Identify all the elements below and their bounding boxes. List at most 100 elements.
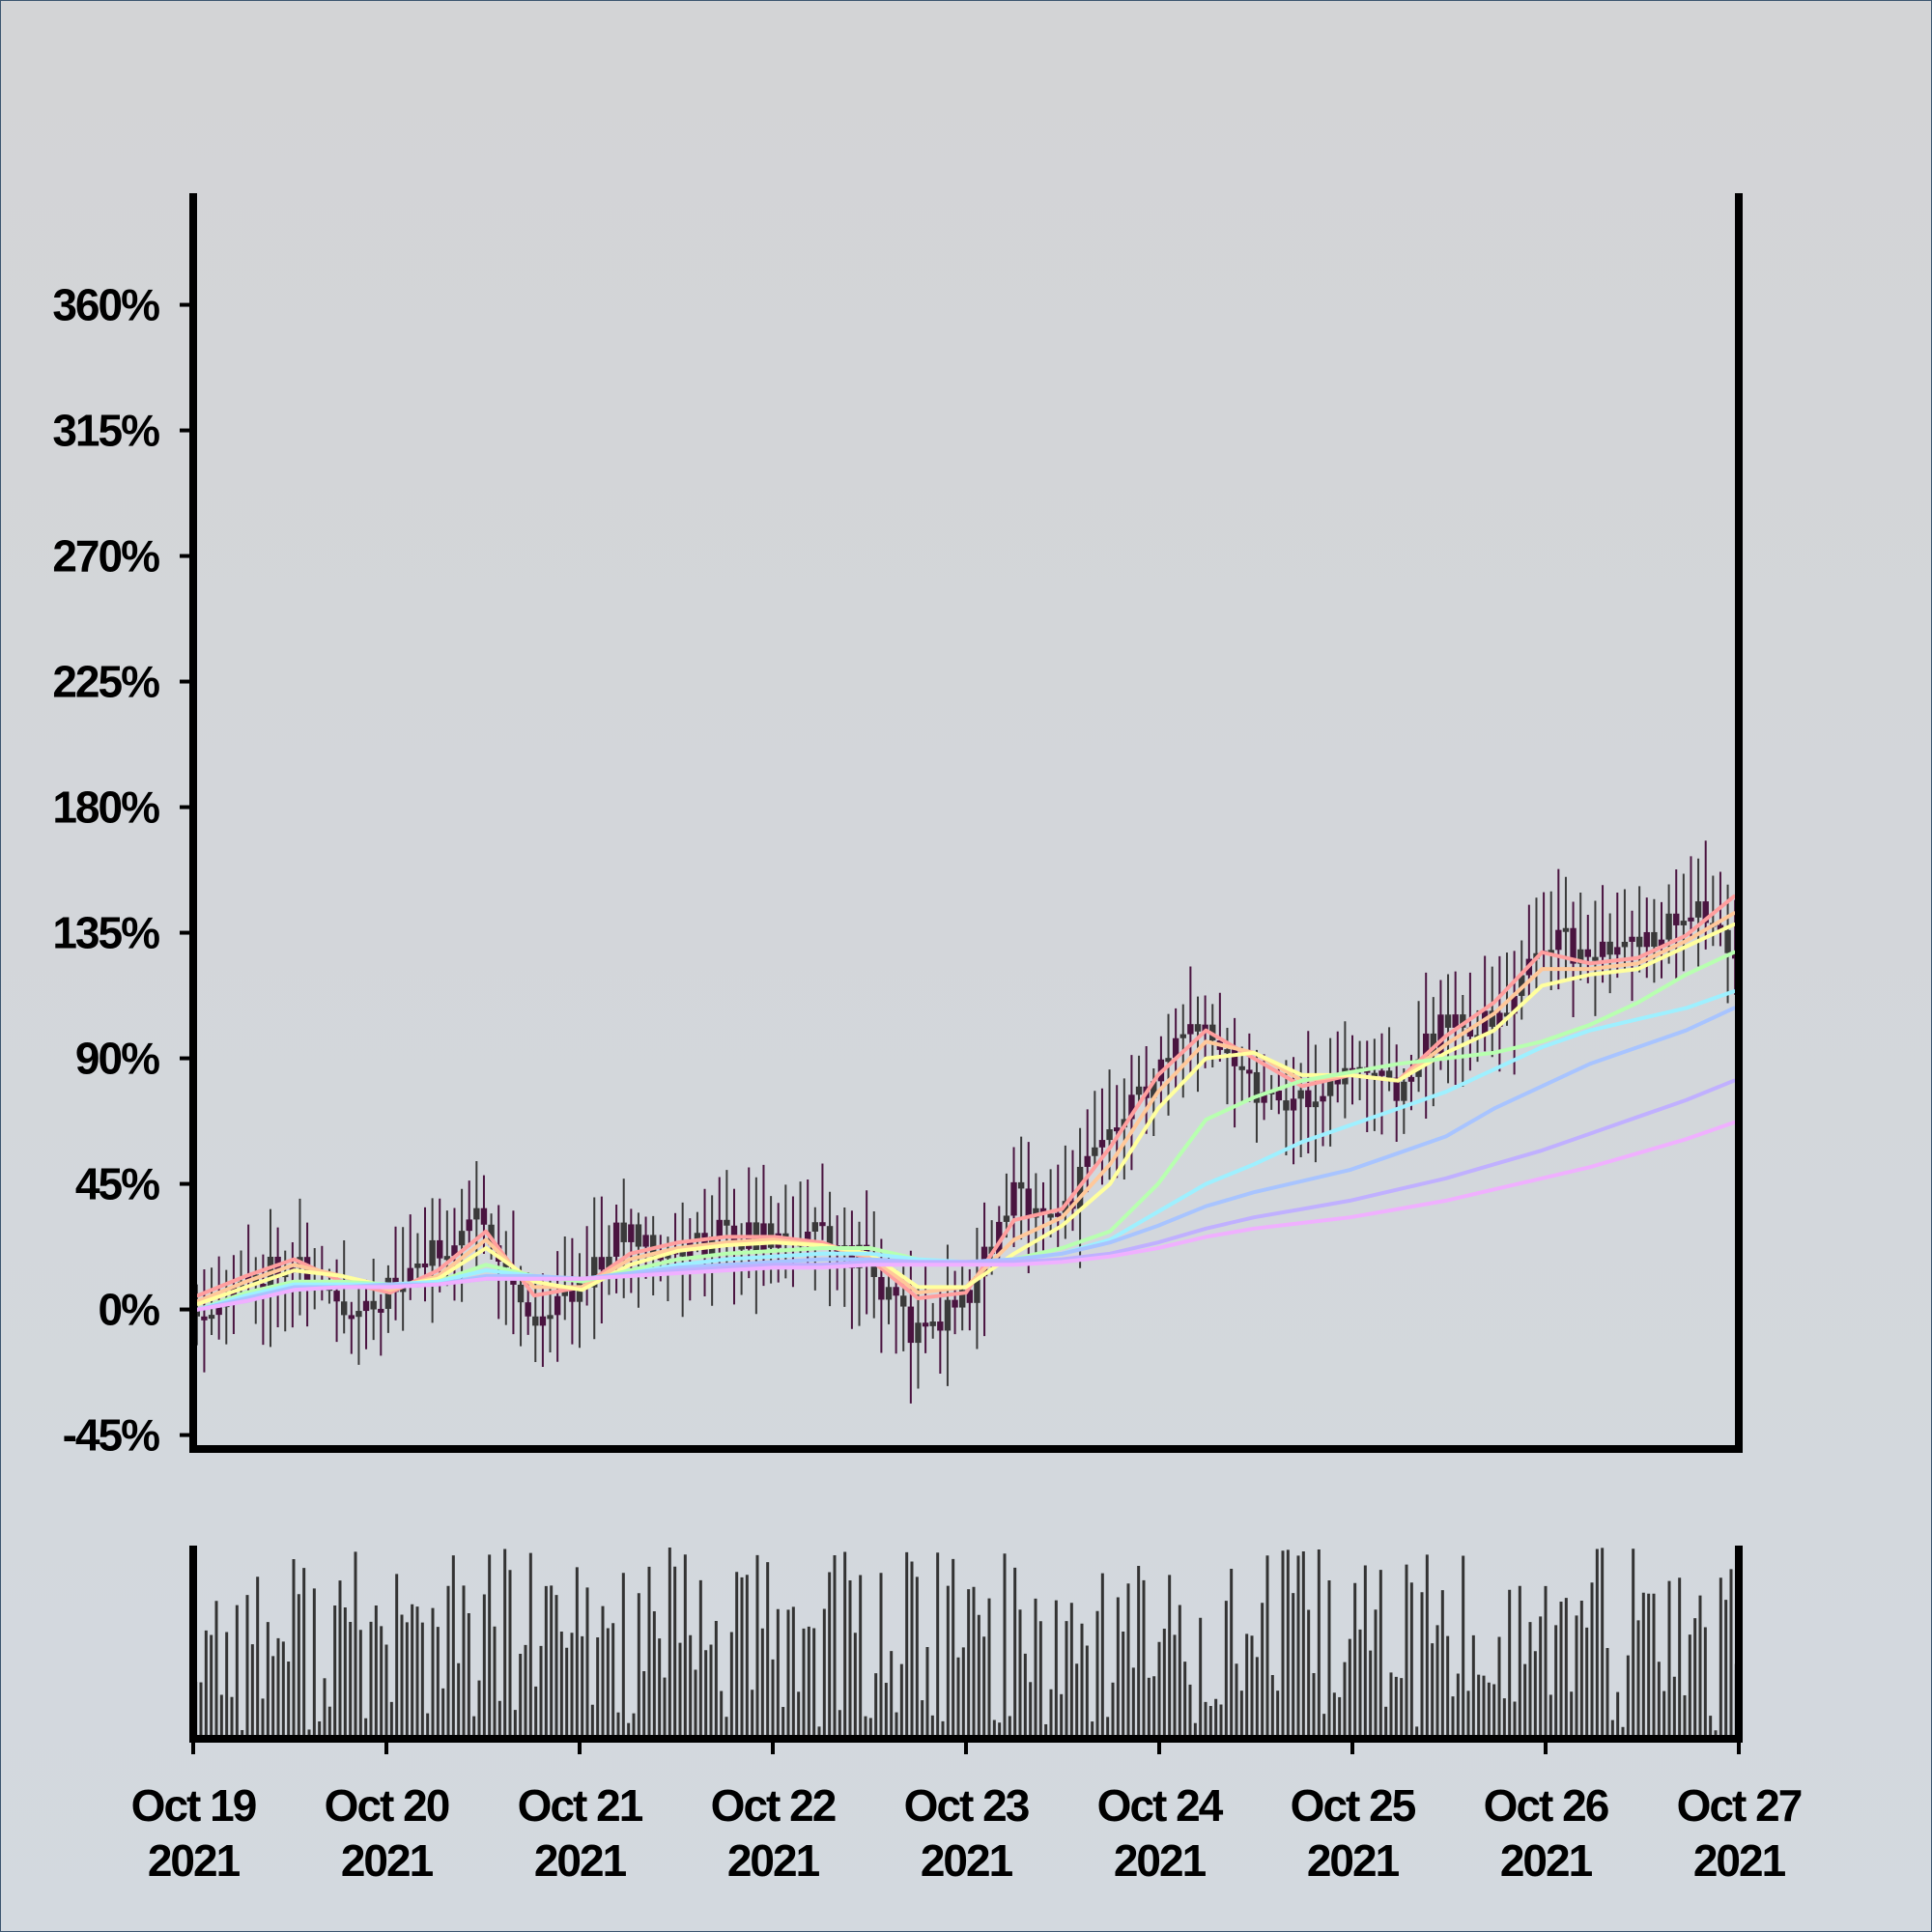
candle-body [1231, 1049, 1238, 1066]
candle-body [1430, 1033, 1437, 1054]
candle-body [370, 1300, 377, 1310]
candle-body [1371, 1072, 1378, 1077]
candle-body [885, 1287, 893, 1300]
candle-body [1503, 1012, 1511, 1017]
candle-body [260, 1284, 267, 1289]
candle-body [1466, 1027, 1474, 1037]
candle-body [1151, 1081, 1157, 1098]
x-tick-label-year: 2021 [1693, 1835, 1786, 1886]
x-tick-label-year: 2021 [727, 1835, 820, 1886]
candle-body [1460, 1014, 1466, 1028]
x-tick-label-year: 2021 [534, 1835, 627, 1886]
candle-body [1179, 1034, 1186, 1038]
x-tick-label-month-day: Oct 23 [904, 1780, 1029, 1831]
candle-body [974, 1276, 980, 1303]
candle-body [1098, 1140, 1106, 1148]
candle-body [1694, 901, 1702, 918]
x-tick-label-month-day: Oct 27 [1677, 1780, 1802, 1831]
candle-body [811, 1222, 819, 1232]
candle-body [665, 1254, 671, 1259]
volume-layer [194, 1547, 1738, 1739]
candle-body [1385, 1070, 1393, 1078]
y-tick-label: 90% [75, 1034, 159, 1084]
candle-body [532, 1316, 539, 1326]
candle-body [473, 1208, 480, 1220]
x-tick-label-year: 2021 [921, 1835, 1013, 1886]
candle-body [1444, 1014, 1452, 1028]
candle-body [1055, 1212, 1062, 1217]
candle-body [1003, 1215, 1010, 1222]
candle-body [1047, 1213, 1054, 1218]
moving-average-line-1 [196, 895, 1736, 1300]
candle-body [1621, 941, 1629, 948]
candle-body [952, 1299, 958, 1308]
x-tick-label-month-day: Oct 25 [1291, 1780, 1416, 1831]
candle-body [1275, 1090, 1283, 1101]
candle-body [1562, 927, 1570, 932]
candle-body [612, 1222, 620, 1257]
y-tick-label: 360% [52, 280, 159, 330]
candle-body [922, 1322, 929, 1327]
candle-body [635, 1224, 642, 1247]
candle-body [1606, 941, 1613, 955]
candle-body [1489, 1010, 1495, 1027]
candle-body [1584, 949, 1592, 957]
candle-body [1326, 1076, 1334, 1096]
candle-body [804, 1231, 811, 1243]
candle-body [414, 1263, 421, 1268]
x-tick-label-month-day: Oct 21 [518, 1780, 643, 1831]
candle-body [539, 1316, 547, 1326]
candle-body [915, 1322, 922, 1344]
candle-body [437, 1239, 443, 1259]
candle-body [1238, 1065, 1245, 1070]
candle-body [201, 1316, 208, 1321]
candle-body [1724, 929, 1731, 953]
x-tick-label-year: 2021 [1114, 1835, 1207, 1886]
candle-body [362, 1300, 370, 1312]
candle-body [937, 1321, 944, 1331]
candle-body [1658, 939, 1665, 947]
candle-body [1577, 949, 1584, 964]
candle-body [517, 1284, 525, 1303]
candle-body [466, 1219, 472, 1232]
candle-body [649, 1235, 657, 1257]
candle-body [525, 1302, 531, 1317]
candle-body [1629, 936, 1635, 942]
candle-body [451, 1245, 458, 1257]
candle-body [724, 1219, 730, 1226]
candle-body [1651, 931, 1658, 947]
x-tick-label-month-day: Oct 26 [1484, 1780, 1608, 1831]
candle-body [591, 1257, 598, 1288]
candle-body [1378, 1070, 1385, 1076]
candle-body [716, 1219, 723, 1237]
candle-body [1422, 1033, 1430, 1060]
candle-body [1172, 1037, 1179, 1059]
axes-layer: -45% 0% 45% 90% 135% 180% 225% 270% 315% 360% Oct … [52, 193, 1804, 1886]
candle-body [443, 1256, 451, 1261]
candle-body [1010, 1181, 1017, 1216]
candle-body [348, 1315, 355, 1320]
candle-body [819, 1222, 826, 1227]
candle-body [1702, 901, 1709, 923]
candle-body [1643, 931, 1650, 948]
candle-body [378, 1308, 384, 1313]
candle-body [1437, 1014, 1444, 1054]
x-tick-label-month-day: Oct 22 [711, 1780, 836, 1831]
candle-body [1033, 1208, 1039, 1218]
candle-body [1496, 1012, 1503, 1027]
candle-body [1717, 924, 1724, 930]
candle-body [1407, 1076, 1415, 1082]
candle-body [1283, 1100, 1290, 1111]
x-tick-label-month-day: Oct 19 [131, 1780, 256, 1831]
candle-body [996, 1221, 1003, 1255]
candle-body [966, 1290, 974, 1303]
candle-body [458, 1231, 466, 1246]
candle-body [1320, 1095, 1326, 1102]
candle-body [1592, 956, 1599, 961]
candle-body [1106, 1129, 1113, 1141]
x-tick-label-year: 2021 [1307, 1835, 1400, 1886]
candle-body [1555, 929, 1562, 951]
candle-body [1253, 1071, 1261, 1103]
candle-body [244, 1274, 252, 1282]
